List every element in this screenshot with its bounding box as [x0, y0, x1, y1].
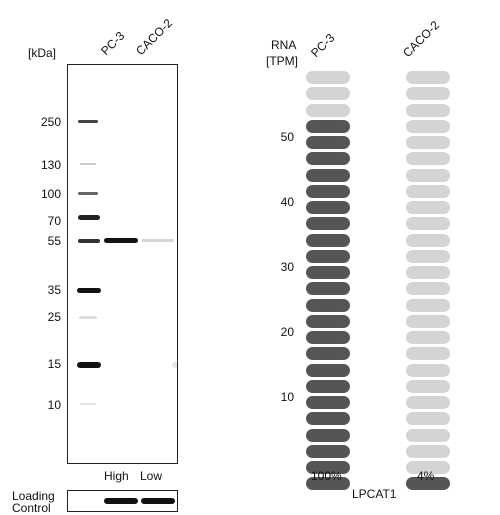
caco2-faint-band [172, 362, 177, 368]
rna-pc3-pill [306, 331, 350, 344]
caco2-sample-band [142, 239, 174, 242]
rna-caco2-pill [406, 87, 450, 101]
rna-pc3-pill [306, 136, 350, 149]
marker-label-130: 130 [40, 158, 61, 172]
rna-caco2-pill [406, 201, 450, 214]
rna-caco2-pill [406, 103, 450, 117]
marker-label-25: 25 [47, 310, 61, 324]
rna-pc3-pill [306, 201, 350, 214]
ladder-band-250 [78, 120, 98, 123]
rna-pc3-pill [306, 396, 350, 409]
rna-tick-40: 40 [280, 195, 294, 209]
rna-tick-20: 20 [280, 325, 294, 339]
rna-caco2-pill [406, 152, 450, 166]
rna-pc3-pill [306, 184, 350, 198]
rna-caco2-pill [406, 396, 450, 409]
lane-label-caco2: CACO-2 [133, 16, 176, 58]
rna-pc3-pill [306, 412, 350, 426]
rna-caco2-pill [406, 428, 450, 442]
rna-caco2-pill [406, 282, 450, 296]
rna-caco2-pill [406, 379, 450, 393]
ladder-band-35 [77, 288, 101, 293]
rna-caco2-pill [406, 461, 450, 474]
rna-caco2-pill [406, 347, 450, 361]
rna-unit-label-line2: [TPM] [266, 54, 298, 68]
ladder-band-130 [80, 163, 96, 165]
rna-tick-50: 50 [280, 130, 294, 144]
rna-tick-10: 10 [280, 390, 294, 404]
rna-caco2-pill [406, 266, 450, 279]
rna-pc3-pill [306, 282, 350, 296]
kda-unit-label: [kDa] [28, 46, 57, 60]
ladder-band-10 [80, 403, 96, 405]
rna-caco2-pill [406, 71, 450, 84]
rna-caco2-pill [406, 249, 450, 263]
rna-pc3-pill [306, 71, 350, 84]
rna-caco2-pill [406, 168, 450, 182]
rna-column-label-caco2: CACO-2 [400, 18, 443, 60]
rna-pc3-pill [306, 103, 350, 117]
rna-percentage-caco2: 4% [417, 469, 435, 483]
marker-label-100: 100 [40, 187, 61, 201]
marker-label-70: 70 [47, 214, 61, 228]
rna-caco2-pill [406, 184, 450, 198]
rna-caco2-pill [406, 477, 450, 491]
rna-pc3-pill [306, 168, 350, 182]
rna-caco2-pill [406, 298, 450, 312]
rna-percentage-pc3: 100% [311, 469, 342, 483]
rna-pc3-pill [306, 217, 350, 231]
rna-caco2-pill [406, 136, 450, 149]
rna-caco2-pill [406, 233, 450, 247]
loading-band-caco2 [141, 498, 175, 504]
ladder-band-15 [77, 362, 101, 368]
marker-label-250: 250 [40, 115, 61, 129]
rna-caco2-pill [406, 217, 450, 231]
rna-pc3-pill [306, 379, 350, 393]
loading-control-label-line1: Loading [12, 489, 55, 503]
rna-unit-label-line1: RNA [271, 38, 297, 52]
marker-label-35: 35 [47, 283, 61, 297]
rna-pc3-pill [306, 249, 350, 263]
rna-caco2-pill [406, 119, 450, 133]
rna-pc3-pill [306, 477, 350, 491]
rna-pc3-pill [306, 87, 350, 101]
loading-band-pc3 [104, 498, 138, 504]
rna-pc3-pill [306, 152, 350, 166]
rna-pc3-pill [306, 233, 350, 247]
ladder-band-70 [78, 215, 100, 220]
loading-control-blot [67, 490, 178, 512]
rna-pc3-pill [306, 444, 350, 458]
loading-control-label-line2: Control [12, 501, 51, 515]
rna-caco2-pill [406, 331, 450, 344]
rna-caco2-pill [406, 314, 450, 328]
rna-caco2-pill [406, 444, 450, 458]
expression-label-low: Low [140, 469, 163, 483]
rna-caco2-pill [406, 363, 450, 377]
western-blot-image [67, 64, 178, 464]
rna-pc3-pill [306, 119, 350, 133]
rna-pc3-pill [306, 363, 350, 377]
ladder-band-100 [78, 192, 98, 195]
rna-pc3-pill [306, 428, 350, 442]
ladder-band-25 [79, 316, 97, 319]
marker-label-10: 10 [47, 398, 61, 412]
rna-pc3-pill [306, 347, 350, 361]
marker-label-15: 15 [47, 357, 61, 371]
expression-label-high: High [104, 469, 129, 483]
rna-pc3-pill [306, 314, 350, 328]
rna-pc3-pill [306, 461, 350, 474]
rna-tick-30: 30 [280, 260, 294, 274]
rna-pc3-pill [306, 298, 350, 312]
rna-pc3-pill [306, 266, 350, 279]
lane-label-pc3: PC-3 [98, 28, 128, 58]
ladder-band-55 [78, 239, 100, 243]
marker-label-55: 55 [47, 234, 61, 248]
pc3-sample-band [104, 238, 138, 243]
gene-name-label: LPCAT1 [352, 487, 397, 501]
rna-column-label-pc3: PC-3 [308, 30, 338, 60]
rna-caco2-pill [406, 412, 450, 426]
